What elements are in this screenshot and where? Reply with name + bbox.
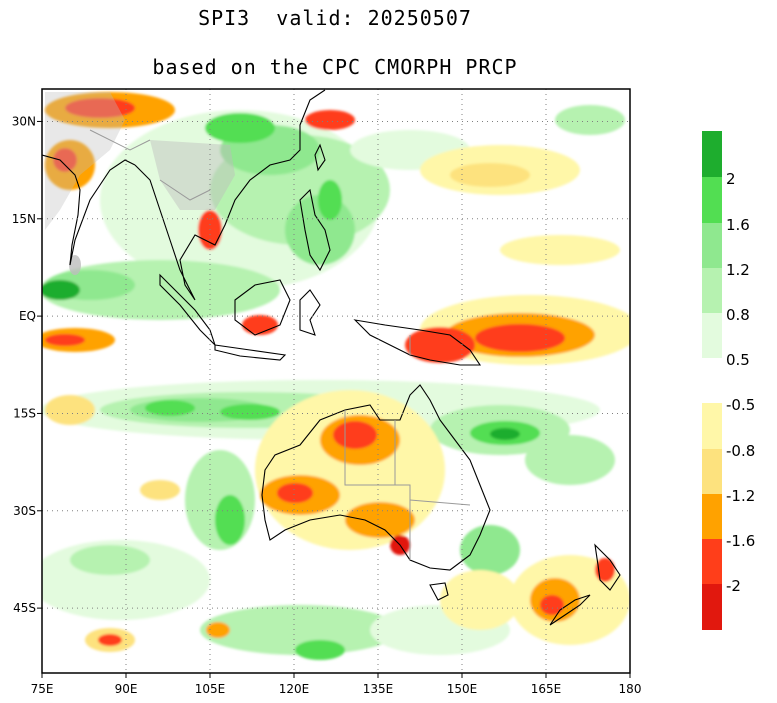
wet-region <box>215 495 245 545</box>
wet-region <box>200 605 400 655</box>
lon-tick-label: 75E <box>31 682 54 696</box>
lon-tick-labels: 75E 90E 105E 120E 135E 150E 165E 180 <box>31 682 642 696</box>
legend-swatch-wet-2 <box>702 177 722 223</box>
dry-region <box>540 595 564 615</box>
legend-label-wet-1: 2 <box>726 170 736 188</box>
wet-region <box>220 404 280 420</box>
dry-region <box>98 634 122 646</box>
lon-tick-label: 135E <box>363 682 394 696</box>
dry-region <box>450 163 530 187</box>
legend-swatch-wet-3 <box>702 223 722 268</box>
dry-region <box>53 148 77 172</box>
lat-tick-label: 45S <box>13 601 36 615</box>
dry-region <box>140 480 180 500</box>
legend-label-wet-5: 0.5 <box>726 351 750 369</box>
legend-label-dry-1: -0.5 <box>726 396 756 414</box>
map-frame <box>41 88 631 674</box>
legend-label-dry-5: -2 <box>726 577 741 595</box>
legend-label-wet-2: 1.6 <box>726 216 750 234</box>
dry-region <box>206 622 230 638</box>
lon-tick-label: 105E <box>195 682 226 696</box>
legend-swatch-dry-4 <box>702 539 722 584</box>
wet-region <box>70 545 150 575</box>
legend-swatch-dry-3 <box>702 494 722 539</box>
dry-region <box>405 327 475 363</box>
dry-region <box>242 315 278 335</box>
dry-region <box>45 395 95 425</box>
wet-region <box>205 113 275 143</box>
map-plot-area <box>42 89 630 673</box>
lon-tick-label: 90E <box>115 682 138 696</box>
wet-region <box>490 428 520 440</box>
dry-region <box>305 110 355 130</box>
lat-tick-label: 30S <box>13 504 36 518</box>
spi-field <box>42 92 630 660</box>
wet-region <box>295 640 345 660</box>
legend-swatch-wet-4 <box>702 268 722 313</box>
lon-tick-label: 150E <box>447 682 478 696</box>
dry-region <box>277 483 313 503</box>
gridlines <box>42 89 630 673</box>
lat-tick-label: 15N <box>12 212 36 226</box>
lat-tick-label: EQ <box>19 309 36 323</box>
title-line-1: SPI3 valid: 20250507 <box>198 6 472 30</box>
lon-tick-label: 180 <box>619 682 642 696</box>
wet-region <box>42 280 80 300</box>
title-line-2: based on the CPC CMORPH PRCP <box>152 55 518 79</box>
legend-label-wet-3: 1.2 <box>726 261 750 279</box>
dry-region <box>65 98 135 118</box>
legend-swatch-wet-1 <box>702 131 722 177</box>
legend-swatch-wet-5 <box>702 313 722 358</box>
masked-land <box>45 92 235 275</box>
legend-label-dry-4: -1.6 <box>726 532 756 550</box>
lat-tick-label: 15S <box>13 406 36 420</box>
legend-swatch-dry-2 <box>702 449 722 494</box>
legend-swatch-dry-1 <box>702 403 722 449</box>
axis-ticks <box>37 120 631 678</box>
legend-swatch-dry-5 <box>702 584 722 630</box>
wet-region <box>318 180 342 220</box>
dry-region <box>440 570 520 630</box>
dry-region <box>500 235 620 265</box>
wet-region <box>460 525 520 575</box>
legend-label-dry-3: -1.2 <box>726 487 756 505</box>
lat-tick-labels: 30N 15N EQ 15S 30S 45S <box>12 114 36 615</box>
coastlines <box>42 89 621 626</box>
wet-region <box>145 400 195 416</box>
dry-region <box>333 421 377 449</box>
lat-tick-label: 30N <box>12 114 36 128</box>
lon-tick-label: 120E <box>279 682 310 696</box>
wet-region <box>525 435 615 485</box>
dry-region <box>475 324 565 352</box>
dry-region <box>45 334 85 346</box>
legend-label-wet-4: 0.8 <box>726 306 750 324</box>
wet-region <box>555 105 625 135</box>
legend-label-dry-2: -0.8 <box>726 442 756 460</box>
dry-region <box>345 502 415 538</box>
lon-tick-label: 165E <box>531 682 562 696</box>
